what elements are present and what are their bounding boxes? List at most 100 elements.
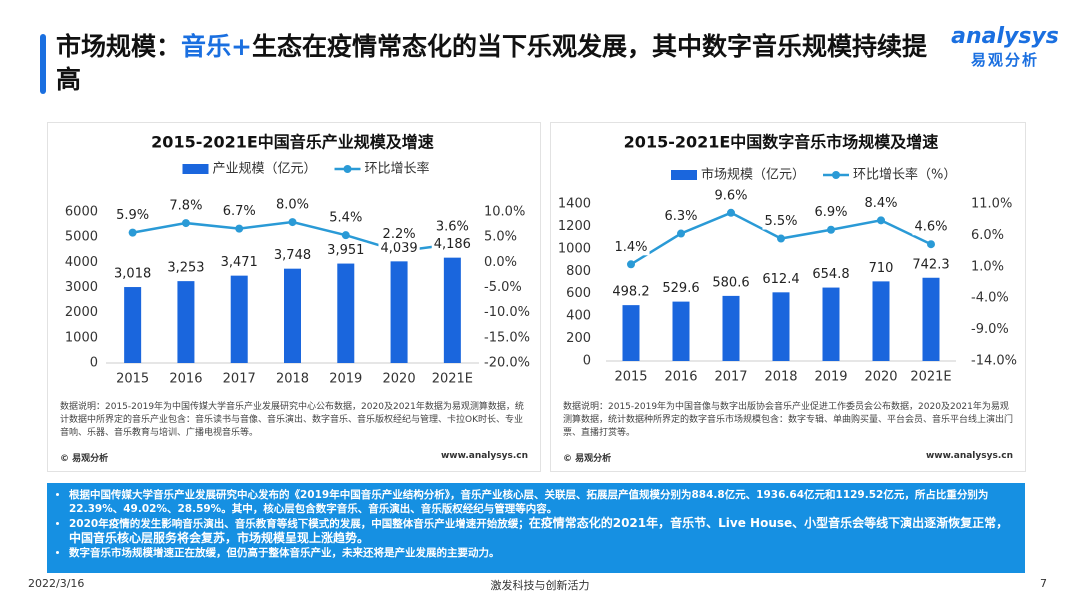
legend-swatch	[343, 165, 352, 173]
logo-subtext: 易观分析	[970, 51, 1039, 69]
y2-tick-label: 11.0%	[971, 197, 1012, 212]
summary-box: 根据中国传媒大学音乐产业发展研究中心发布的《2019年中国音乐产业结构分析》，音…	[47, 483, 1025, 573]
bar	[622, 305, 640, 361]
label-bg	[862, 195, 900, 212]
title-part: 生态在疫情常态化的当下乐观发展，其中数字音乐规模持续提高	[56, 32, 927, 94]
data-label: 5.5%	[764, 214, 797, 229]
data-label: 4,186	[434, 237, 471, 252]
data-label: 9.6%	[714, 188, 747, 203]
bar	[672, 301, 690, 361]
data-label: 529.6	[662, 281, 699, 296]
chart-panel: 2015-2021E中国数字音乐市场规模及增速 0 200 400 600 800 1000…	[550, 122, 1026, 472]
label-bg	[662, 208, 700, 225]
y-tick-label: 600	[566, 286, 591, 301]
label-bg	[165, 260, 207, 277]
chart: 2015-2021E中国音乐产业规模及增速 0 1000 2000 3000 4000 50…	[65, 133, 530, 387]
label-bg	[167, 198, 205, 215]
slogan: 激发科技与创新活力	[490, 579, 590, 592]
data-label: 7.8%	[169, 199, 202, 214]
bar	[337, 263, 355, 363]
label-bg	[762, 213, 800, 230]
line-point	[827, 225, 835, 234]
data-label: 612.4	[762, 272, 799, 287]
summary-text: 数字音乐市场规模增速正在放缓，但仍高于整体音乐产业，未来还将是产业发展的主要动力…	[69, 547, 500, 559]
url: www.analysys.cn	[440, 451, 528, 461]
x-tick-label: 2018	[764, 370, 797, 385]
logo: analysys 易观分析	[950, 24, 1060, 70]
bar	[177, 281, 195, 363]
label-bg	[271, 247, 314, 264]
label-bg	[760, 271, 802, 288]
summary-item: 2020年疫情的发生影响音乐演出、音乐教育等线下模式的发展，中国整体音乐产业增速…	[69, 516, 1017, 546]
y-tick-label: 0	[90, 356, 98, 371]
logo-text: analysys	[951, 24, 1059, 49]
line-point	[128, 228, 137, 237]
x-tick-label: 2016	[169, 372, 202, 387]
y-tick-label: 1400	[558, 197, 591, 212]
title-highlight: 音乐+	[181, 32, 252, 61]
x-tick-label: 2015	[614, 370, 647, 385]
data-note: 数据说明：2015-2019年为中国音像与数字出版协会音乐产业促进工作委员会公布…	[563, 402, 1014, 438]
label-bg	[912, 219, 950, 236]
y-tick-label: 4000	[65, 255, 98, 270]
y-tick-label: 400	[566, 309, 591, 324]
data-label: 6.9%	[814, 205, 847, 220]
data-label: 3,951	[327, 243, 364, 258]
data-label: 6.3%	[664, 209, 697, 224]
line-point	[877, 216, 885, 225]
chart-panel: 2015-2021E中国音乐产业规模及增速 0 1000 2000 3000 4000 50…	[47, 122, 541, 472]
line-point	[727, 208, 735, 217]
y2-tick-label: -10.0%	[484, 305, 530, 320]
label-bg	[610, 284, 652, 301]
bar	[722, 295, 740, 361]
line-point	[627, 260, 635, 269]
summary-text: 根据中国传媒大学音乐产业发展研究中心发布的《2019年中国音乐产业结构分析》，音…	[69, 489, 989, 515]
line-point	[235, 224, 244, 233]
data-label: 4.6%	[914, 220, 947, 235]
y2-tick-label: -15.0%	[484, 330, 530, 345]
y2-tick-label: 1.0%	[971, 259, 1004, 274]
y-tick-label: 3000	[65, 280, 98, 295]
legend-label: 环比增长率	[365, 161, 430, 177]
line-point	[927, 240, 935, 249]
y-tick-label: 1000	[558, 241, 591, 256]
label-bg	[710, 274, 752, 291]
x-tick-label: 2021E	[432, 372, 473, 387]
source: © 易观分析	[563, 454, 612, 464]
x-tick-label: 2020	[864, 370, 897, 385]
data-label: 710	[869, 261, 894, 276]
legend-swatch	[671, 170, 697, 180]
data-label: 3.6%	[436, 220, 469, 235]
legend-label: 环比增长率（%）	[853, 167, 956, 183]
line-point	[288, 218, 297, 227]
label-bg	[712, 187, 750, 204]
source: © 易观分析	[60, 454, 109, 464]
url: www.analysys.cn	[925, 451, 1013, 461]
data-label: 1.4%	[614, 240, 647, 255]
bar	[443, 257, 461, 363]
bar	[922, 277, 940, 361]
x-tick-label: 2019	[329, 372, 362, 387]
label-bg	[218, 254, 260, 271]
y2-tick-label: -5.0%	[484, 280, 522, 295]
data-label: 3,471	[221, 255, 258, 270]
line-point	[341, 231, 350, 240]
x-tick-label: 2016	[664, 370, 697, 385]
y-tick-label: 200	[566, 331, 591, 346]
data-label: 654.8	[812, 267, 849, 282]
y2-tick-label: -14.0%	[971, 354, 1017, 369]
data-label: 3,018	[114, 267, 151, 282]
label-bg	[273, 197, 312, 214]
data-label: 4,039	[380, 241, 417, 256]
data-label: 5.4%	[329, 211, 362, 226]
y2-tick-label: -9.0%	[971, 322, 1009, 337]
legend-label: 市场规模（亿元）	[701, 167, 805, 183]
data-label: 8.0%	[276, 198, 309, 213]
x-tick-label: 2018	[276, 372, 309, 387]
y-tick-label: 800	[566, 264, 591, 279]
label-bg	[220, 203, 258, 220]
data-label: 3,748	[274, 248, 311, 263]
data-label: 742.3	[912, 257, 949, 272]
x-tick-label: 2021E	[910, 370, 951, 385]
label-bg	[910, 256, 952, 273]
